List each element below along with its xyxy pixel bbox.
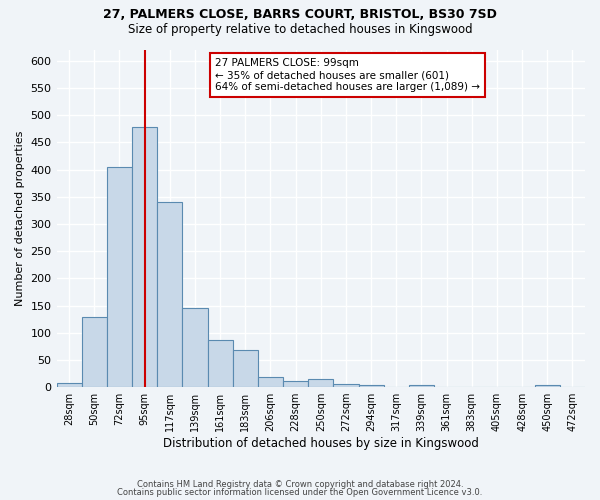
Text: 27, PALMERS CLOSE, BARRS COURT, BRISTOL, BS30 7SD: 27, PALMERS CLOSE, BARRS COURT, BRISTOL,… — [103, 8, 497, 20]
Text: Contains public sector information licensed under the Open Government Licence v3: Contains public sector information licen… — [118, 488, 482, 497]
Bar — [535, 385, 560, 387]
Bar — [157, 202, 182, 387]
X-axis label: Distribution of detached houses by size in Kingswood: Distribution of detached houses by size … — [163, 437, 479, 450]
Bar — [258, 378, 283, 387]
Bar — [182, 308, 208, 387]
Bar — [359, 385, 383, 387]
Bar — [308, 379, 334, 387]
Y-axis label: Number of detached properties: Number of detached properties — [15, 131, 25, 306]
Bar — [208, 340, 233, 387]
Bar — [56, 382, 82, 387]
Bar — [283, 381, 308, 387]
Bar — [107, 167, 132, 387]
Text: 27 PALMERS CLOSE: 99sqm
← 35% of detached houses are smaller (601)
64% of semi-d: 27 PALMERS CLOSE: 99sqm ← 35% of detache… — [215, 58, 480, 92]
Bar — [132, 127, 157, 387]
Text: Contains HM Land Registry data © Crown copyright and database right 2024.: Contains HM Land Registry data © Crown c… — [137, 480, 463, 489]
Bar — [82, 318, 107, 387]
Bar — [233, 350, 258, 387]
Bar — [409, 386, 434, 387]
Text: Size of property relative to detached houses in Kingswood: Size of property relative to detached ho… — [128, 22, 472, 36]
Bar — [334, 384, 359, 387]
